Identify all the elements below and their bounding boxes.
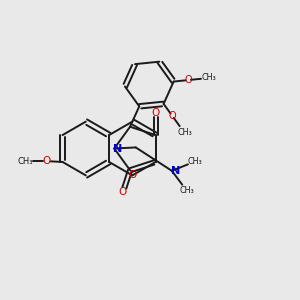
Text: O: O: [168, 110, 176, 121]
Text: O: O: [184, 75, 192, 85]
Text: CH₃: CH₃: [179, 186, 194, 195]
Text: CH₃: CH₃: [177, 128, 192, 137]
Text: O: O: [128, 170, 136, 180]
Text: CH₃: CH₃: [187, 157, 202, 166]
Text: O: O: [119, 188, 127, 197]
Text: O: O: [152, 108, 160, 118]
Text: N: N: [171, 166, 180, 176]
Text: CH₃: CH₃: [18, 157, 33, 166]
Text: CH₃: CH₃: [202, 74, 217, 82]
Text: O: O: [43, 156, 51, 166]
Text: N: N: [113, 143, 122, 154]
